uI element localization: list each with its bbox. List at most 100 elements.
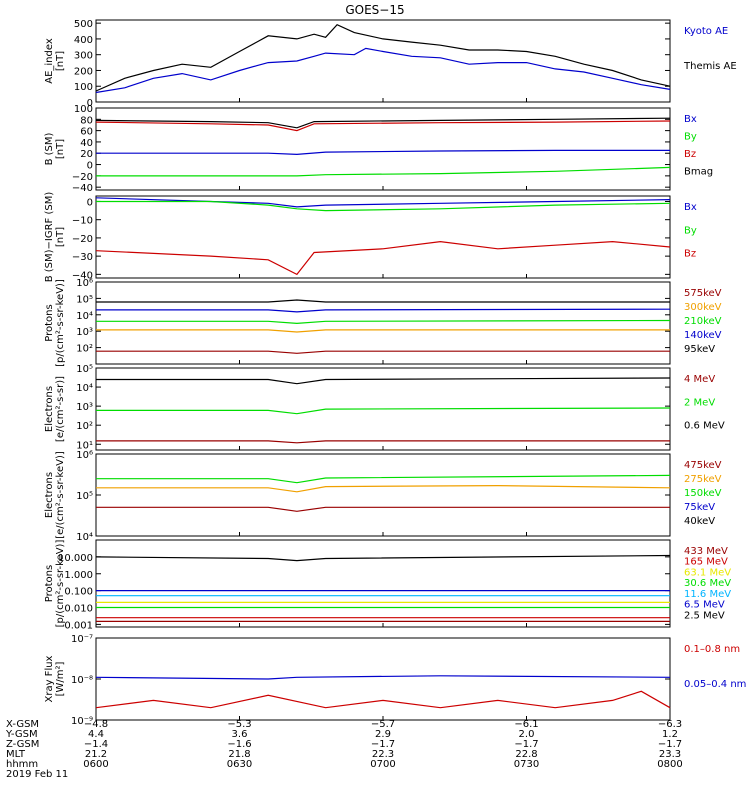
y-axis-label: B (SM)−IGRF (SM) [44,192,55,283]
orbit-value: −1.7 [658,739,682,750]
panel-frame [95,539,671,628]
orbit-value: 0730 [514,759,539,770]
y-tick-label: −40 [72,270,93,281]
y-tick-label: −20 [72,172,93,183]
y-tick-label: 10⁵ [76,491,93,502]
series-line-2-2 [96,166,671,177]
y-axis-label: [nT] [55,139,66,159]
orbit-value: 21.2 [85,749,107,760]
panel-frame [95,195,671,279]
orbit-value: −1.7 [371,739,395,750]
series-line-3-1 [95,197,671,208]
orbit-value: −1.7 [514,739,538,750]
panel-frame [95,637,671,721]
legend-entry: Bx [684,114,697,125]
legend-entry: 11.6 MeV [684,589,731,600]
y-tick-label: 100 [74,82,93,93]
y-axis-label: [W/m²] [55,661,66,696]
y-tick-label: 10⁻⁸ [71,675,93,686]
legend-entry: Bz [684,149,696,160]
orbit-row-label: X-GSM [6,719,39,730]
series-line-5-3 [96,377,671,385]
y-axis-label: Electrons [44,472,55,518]
orbit-value: 1.2 [662,729,678,740]
legend-entry: Bx [684,202,697,213]
legend-entry: 0.6 MeV [684,421,725,432]
panel-3: −40 −30 −20 −10 0 B (SM)−IGRF (SM) [nT] Bx By Bz [44,192,697,283]
y-tick-label: 1.000 [64,570,93,581]
series-line-5-1 [96,440,670,444]
y-tick-label: 10⁵ [76,294,93,305]
y-tick-label: 10⁻⁷ [71,634,93,645]
legend-entry: Bz [684,249,696,260]
series-line-2-1 [96,149,670,156]
y-tick-label: 100 [74,104,93,115]
legend-entry: 0.05–0.4 nm [684,679,746,690]
legend-entry: 40keV [684,516,715,527]
legend-entry: 165 MeV [684,557,728,568]
panel-1: 0 100 200 300 400 500 AE_index [nT] Kyoto AE Them… [44,19,737,109]
legend-entry: 0.1–0.8 nm [684,644,740,655]
legend-entry: 2.5 MeV [684,610,725,621]
series-line-4-5 [96,299,670,303]
orbit-value: 0800 [657,759,682,770]
y-tick-label: −20 [72,234,93,245]
y-tick-label: 200 [74,66,93,77]
legend-entry: Bmag [684,167,713,178]
y-tick-label: 500 [74,19,93,30]
y-axis-label: [nT] [55,227,66,247]
y-tick-label: 0 [87,197,93,208]
y-tick-label: 0 [87,98,93,109]
series-line-8-1 [95,690,671,709]
y-axis-label: [nT] [55,51,66,71]
orbit-value: 2.0 [519,729,535,740]
orbit-row-label: MLT [6,749,26,760]
y-tick-label: −40 [72,183,93,194]
panel-frame [95,453,671,537]
y-tick-label: 40 [80,138,93,149]
orbit-value: 4.4 [88,729,104,740]
legend-entry: 2 MeV [684,397,715,408]
series-line-2-4 [95,117,671,129]
y-axis-label: Protons [44,565,55,602]
orbit-value: −5.7 [371,719,395,730]
y-tick-label: 20 [80,149,93,160]
legend-entry: 6.5 MeV [684,600,725,611]
series-line-3-3 [95,240,671,276]
series-line-5-2 [96,407,671,415]
series-line-7-7 [95,554,671,562]
orbit-value: −1.6 [227,739,251,750]
y-tick-label: 0 [87,161,93,172]
panel-4: 10² 10³ 10⁴ 10⁵ 10⁶ Protons [p/(cm²-s-sr-keV)]… [44,278,722,367]
orbit-value: 21.8 [228,749,250,760]
orbit-row-label: Z-GSM [6,739,39,750]
panel-6: 10⁴ 10⁵ 10⁶ Electrons [e/(cm²-s-sr-keV)] 475k… [44,450,722,543]
y-tick-label: 10⁶ [76,450,93,461]
panel-5: 10¹ 10² 10³ 10⁴ 10⁵ Electrons [e/(cm²-s-sr)] 4 … [44,364,725,451]
series-line-4-4 [96,308,671,313]
series-line-4-1 [96,350,670,354]
plot-title: GOES−15 [345,3,404,17]
y-tick-label: 300 [74,51,93,62]
panel-8: 10⁻⁹ 10⁻⁸ 10⁻⁷ Xray Flux [W/m²] 0.1–0.8 nm 0.0… [44,634,746,727]
y-axis-label: B (SM) [44,132,55,165]
orbit-value: 22.3 [372,749,394,760]
series-line-3-2 [96,200,671,212]
y-axis-label: Protons [44,304,55,341]
y-tick-label: 10⁴ [76,532,93,543]
y-tick-label: 10⁶ [76,278,93,289]
panel-frame [95,19,671,103]
orbit-value: −1.4 [84,739,108,750]
y-tick-label: 0.001 [64,620,93,631]
legend-entry: 475keV [684,460,722,471]
orbit-value: 0600 [83,759,108,770]
orbit-value: 0630 [227,759,252,770]
y-axis-label: [e/(cm²-s-sr-keV)] [55,451,66,539]
legend-entry: By [684,132,697,143]
orbit-value: −6.3 [658,719,682,730]
series-line-6-2 [96,484,671,493]
y-tick-label: 10.000 [58,553,93,564]
legend-entry: By [684,225,697,236]
